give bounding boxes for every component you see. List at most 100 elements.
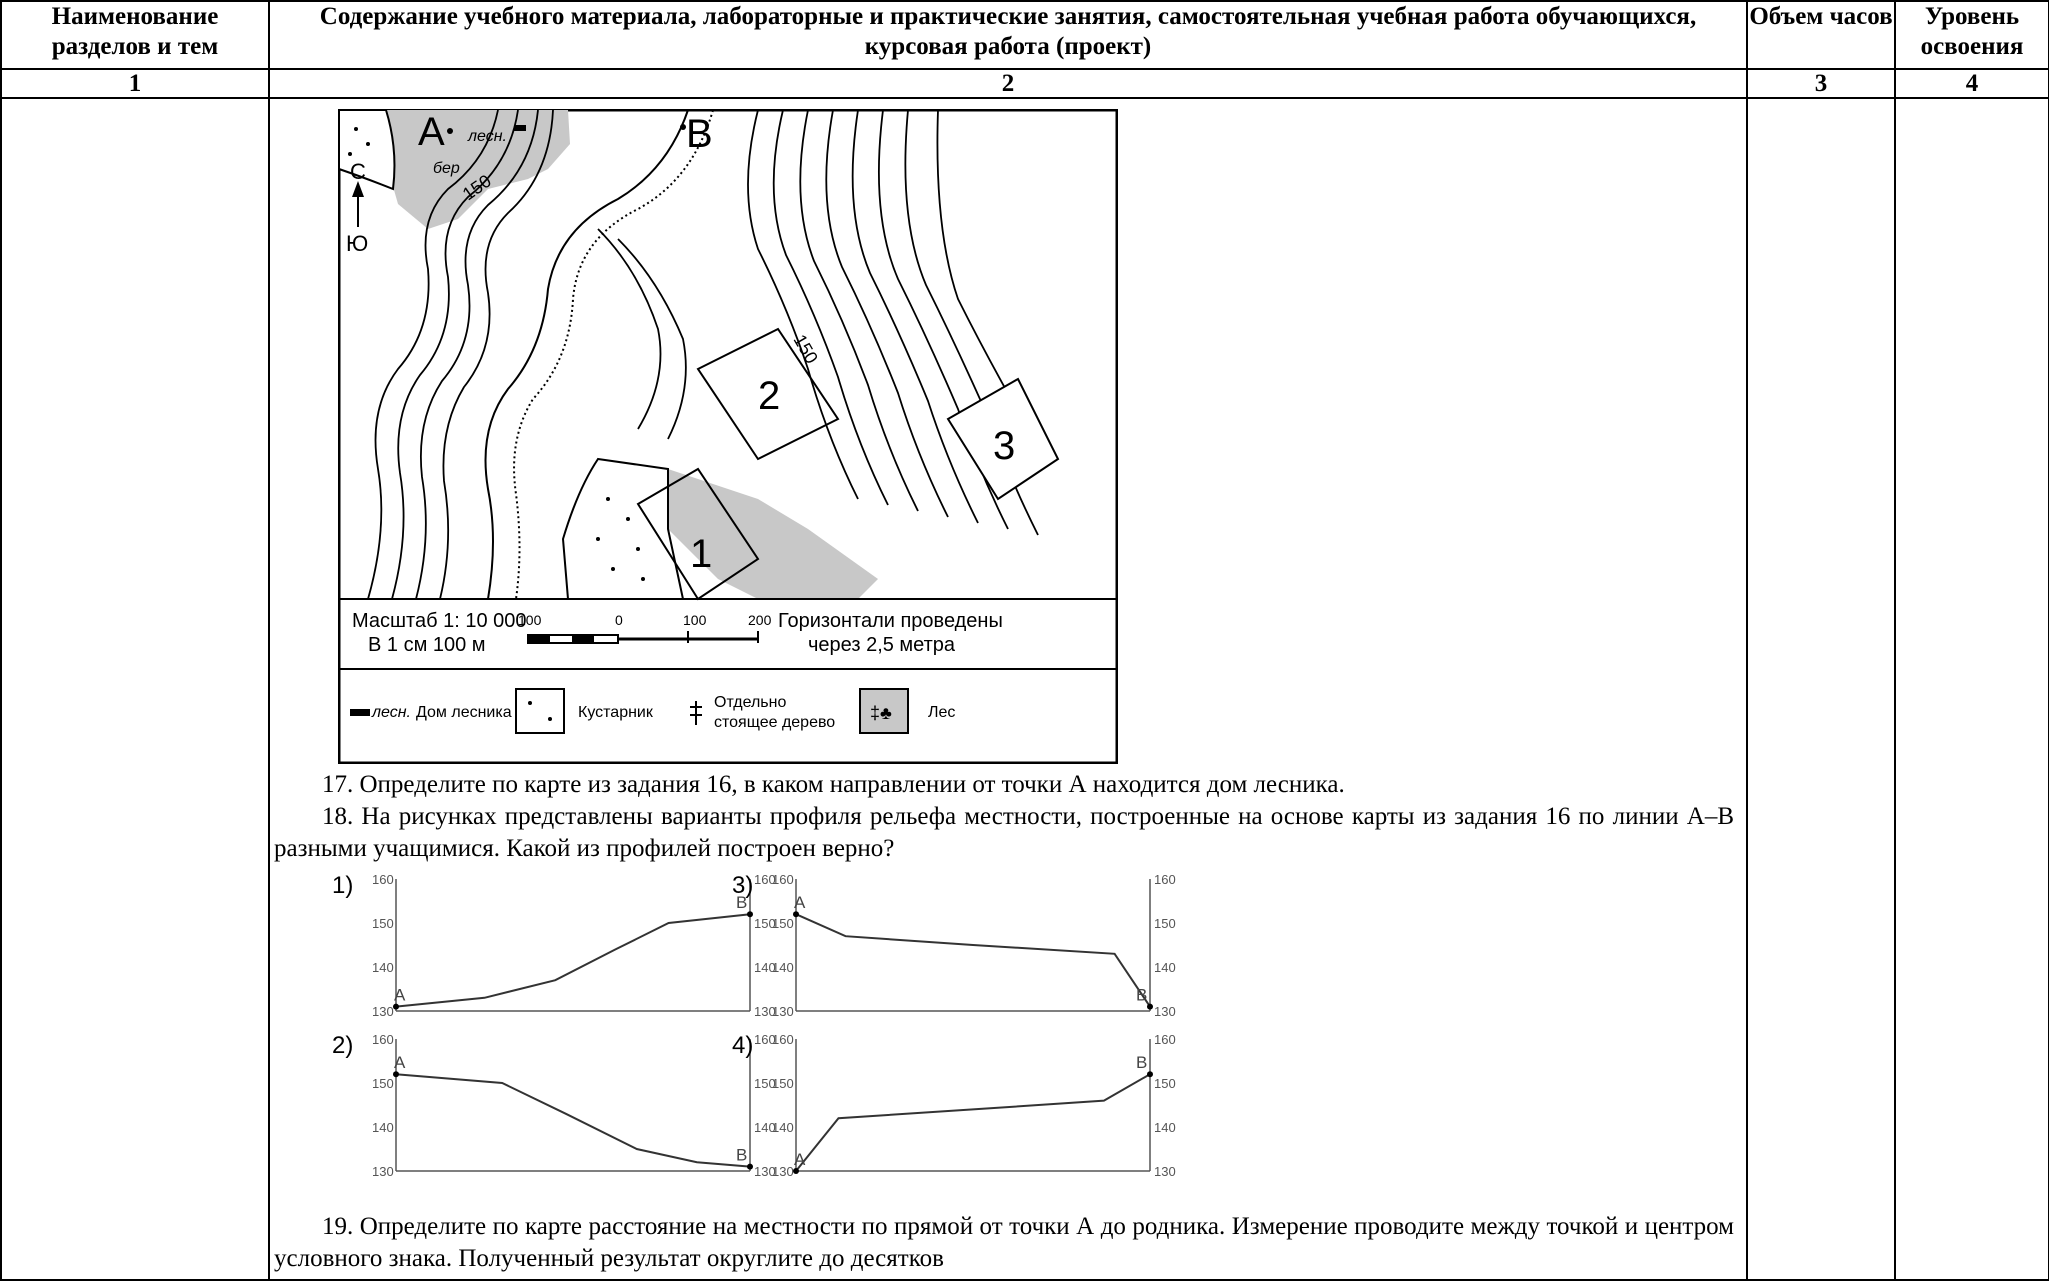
- profile-tick-right: 130: [1154, 1004, 1176, 1019]
- contour-note-1: Горизонтали проведены: [778, 610, 1003, 632]
- profile-tick-right: 160: [754, 1032, 776, 1047]
- profile-label-b: B: [1136, 1053, 1147, 1072]
- level-cell: [1894, 97, 2049, 1281]
- profile-line-2: [395, 1073, 751, 1168]
- topographic-map: A лесн. бер B С Ю 150 150 2 1 3: [338, 109, 1118, 764]
- profile-point-a: [793, 1168, 799, 1174]
- profile-line-3: [795, 913, 1151, 1008]
- number-row: 1 2 3 4: [0, 68, 2049, 99]
- legend-forest: Лес: [928, 704, 955, 721]
- profile-tick-left: 130: [372, 1004, 394, 1019]
- scale-tick-3: 100: [683, 612, 707, 628]
- profile-tick-right: 130: [754, 1164, 776, 1179]
- map-area-3: 3: [993, 424, 1015, 468]
- header-level: Уровень освоения: [1894, 0, 2049, 70]
- content-row: A лесн. бер B С Ю 150 150 2 1 3: [0, 97, 2049, 1281]
- map-legend: лесн. Дом лесника Кустарник Отдельно сто…: [339, 668, 1117, 734]
- profile-point-a: [793, 911, 799, 918]
- profile-label-b: B: [736, 1146, 747, 1165]
- question-19: 19. Определите по карте расстояние на ме…: [274, 1213, 1734, 1272]
- profile-label-b: B: [736, 893, 747, 912]
- profile-tick-left: 160: [772, 872, 794, 887]
- profile-chart-2: 2) 160 160 150 150 140 140 130 130 A B: [332, 1032, 776, 1179]
- profile-point-b: [1147, 1003, 1153, 1010]
- profile-label-a: A: [794, 1150, 806, 1169]
- profile-tick-right: 140: [754, 960, 776, 975]
- map-area-2: 2: [758, 374, 780, 418]
- profile-point-b: [747, 1163, 753, 1170]
- profile-point-a: [393, 1003, 399, 1010]
- profile-line-4: [795, 1073, 1151, 1172]
- profile-label-b: B: [1136, 986, 1147, 1005]
- header-content: Содержание учебного материала, лаборатор…: [268, 0, 1748, 70]
- profile-point-a: [393, 1071, 399, 1078]
- header-hours: Объем часов: [1746, 0, 1896, 70]
- profile-tick-right: 160: [1154, 872, 1176, 887]
- profile-tick-right: 130: [754, 1004, 776, 1019]
- shrub-symbols: [348, 127, 645, 581]
- profile-label-2: 2): [332, 1032, 353, 1059]
- profile-label-a: A: [794, 893, 806, 912]
- profile-tick-right: 140: [1154, 1120, 1176, 1135]
- profile-tick-right: 150: [754, 1076, 776, 1091]
- profile-tick-left: 150: [372, 916, 394, 931]
- map-area-1: 1: [690, 532, 712, 576]
- meadow-area: [338, 109, 396, 191]
- map-birch-label: бер: [433, 160, 460, 177]
- question-18: 18. На рисунках представлены варианты пр…: [274, 803, 1734, 862]
- profile-tick-left: 150: [772, 916, 794, 931]
- map-north-label: С: [350, 159, 366, 184]
- legend-shrub: Кустарник: [578, 704, 654, 721]
- profile-tick-right: 130: [1154, 1164, 1176, 1179]
- legend-lone-tree-1: Отдельно: [714, 694, 786, 711]
- profile-line-1: [395, 913, 751, 1008]
- profile-tick-right: 150: [754, 916, 776, 931]
- profile-tick-left: 140: [772, 1120, 794, 1135]
- profile-label-3: 3): [732, 872, 753, 899]
- profile-tick-left: 150: [772, 1076, 794, 1091]
- header-row: Наименование разделов и тем Содержание у…: [0, 0, 2049, 70]
- profile-tick-right: 140: [754, 1120, 776, 1135]
- profile-label-a: A: [394, 986, 406, 1005]
- scale-panel: Масштаб 1: 10 000 В 1 см 100 м 100 0 100…: [339, 598, 1117, 656]
- forest-area-top: [378, 110, 570, 229]
- sections-cell: [0, 97, 270, 1281]
- scale-tick-1: 100: [518, 612, 542, 628]
- map-south-label: Ю: [346, 231, 368, 256]
- profile-tick-left: 160: [772, 1032, 794, 1047]
- map-forester-label: лесн.: [467, 128, 507, 145]
- profile-label-a: A: [394, 1053, 406, 1072]
- profile-tick-right: 160: [754, 872, 776, 887]
- hours-cell: [1746, 97, 1896, 1281]
- profile-tick-left: 160: [372, 1032, 394, 1047]
- svg-text:‡♣: ‡♣: [870, 703, 892, 723]
- profile-tick-left: 150: [372, 1076, 394, 1091]
- scale-subtitle: В 1 см 100 м: [368, 634, 486, 656]
- column-number-3: 3: [1746, 68, 1896, 99]
- profile-tick-left: 130: [772, 1164, 794, 1179]
- profile-tick-right: 150: [1154, 916, 1176, 931]
- map-point-a: A: [418, 110, 445, 154]
- scale-title: Масштаб 1: 10 000: [352, 610, 527, 632]
- profile-tick-left: 140: [772, 960, 794, 975]
- legend-forester-house: Дом лесника: [416, 704, 512, 721]
- profile-tick-left: 140: [372, 960, 394, 975]
- profile-point-b: [747, 911, 753, 918]
- profile-tick-left: 140: [372, 1120, 394, 1135]
- column-number-4: 4: [1894, 68, 2049, 99]
- profile-tick-left: 160: [372, 872, 394, 887]
- content-cell: A лесн. бер B С Ю 150 150 2 1 3: [268, 97, 1748, 1281]
- legend-forester-symbol: лесн.: [371, 704, 411, 721]
- map-point-b: B: [686, 112, 713, 156]
- profile-label-4: 4): [732, 1032, 753, 1059]
- profile-tick-left: 130: [372, 1164, 394, 1179]
- profile-tick-left: 130: [772, 1004, 794, 1019]
- contour-note-2: через 2,5 метра: [808, 634, 956, 656]
- question-17: 17. Определите по карте из задания 16, в…: [322, 771, 1345, 798]
- column-number-1: 1: [0, 68, 270, 99]
